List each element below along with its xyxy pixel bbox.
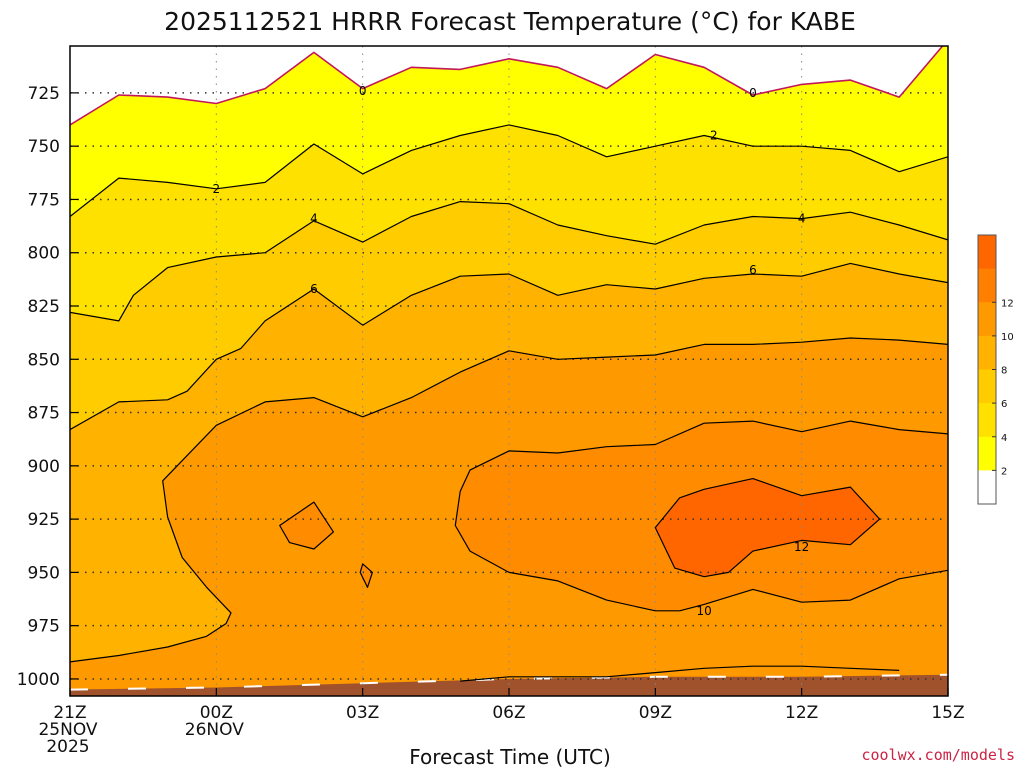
x-tick-label: 2025	[46, 737, 89, 757]
contour-label: 2	[710, 129, 718, 143]
x-tick-label: 09Z	[639, 703, 672, 723]
ground-fill	[70, 674, 948, 696]
credit-text: coolwx.com/models	[861, 746, 1015, 764]
contour-label: 2	[213, 182, 221, 196]
colorbar-swatch	[978, 369, 996, 404]
colorbar-swatch	[978, 302, 996, 337]
y-tick-label: 775	[28, 190, 60, 210]
fill-closed-12-6	[655, 478, 880, 577]
colorbar-tick-label: 6	[1001, 399, 1007, 410]
x-tick-label: 15Z	[931, 703, 964, 723]
colorbar-tick-label: 12	[1001, 298, 1014, 309]
x-tick-label: 26NOV	[185, 720, 244, 740]
y-tick-label: 925	[28, 510, 60, 530]
colorbar-swatch	[978, 335, 996, 370]
colorbar-swatch	[978, 268, 996, 303]
colorbar-tick-label: 8	[1001, 366, 1007, 377]
y-tick-label: 800	[28, 244, 60, 264]
contour-labels: 0 0 2 2 4 4 6 6 10 12	[213, 84, 810, 618]
contour-label: 0	[359, 84, 367, 98]
isotherm-10	[359, 563, 373, 588]
contour-label: 4	[310, 212, 318, 226]
y-tick-label: 900	[28, 457, 60, 477]
y-tick-label: 1000	[17, 670, 60, 690]
isotherm-4	[70, 201, 948, 322]
colorbar-swatch	[978, 470, 996, 505]
isotherm-10	[454, 420, 948, 612]
isotherm-8	[70, 337, 948, 663]
plot-area	[70, 46, 948, 696]
colorbar-swatch	[978, 403, 996, 438]
fill-closed-10-7	[279, 502, 334, 549]
x-tick-label: 06Z	[492, 703, 525, 723]
x-axis-label: Forecast Time (UTC)	[409, 745, 611, 768]
isotherm-2	[70, 124, 948, 217]
y-tick-label: 850	[28, 350, 60, 370]
y-tick-label: 875	[28, 404, 60, 424]
x-tick-label: 00Z	[200, 703, 233, 723]
chart-title: 2025112521 HRRR Forecast Temperature (°C…	[164, 7, 856, 36]
y-tick-label: 950	[28, 563, 60, 583]
isotherm-6	[70, 262, 948, 431]
isotherm-10	[279, 501, 334, 550]
y-axis: 725 750 775 800 825 850 875 900 925 950 975 1000	[17, 84, 78, 690]
isotherm-12	[654, 478, 881, 578]
colorbar-tick-label: 2	[1001, 466, 1007, 477]
contour-label: 10	[696, 604, 711, 618]
y-tick-label: 975	[28, 617, 60, 637]
y-tick-label: 725	[28, 84, 60, 104]
y-tick-label: 750	[28, 137, 60, 157]
contour-label: 6	[310, 282, 318, 296]
x-tick-label: 21Z	[53, 703, 86, 723]
isotherms	[70, 46, 948, 682]
x-tick-label: 03Z	[346, 703, 379, 723]
colorbar-legend: 2 4 6 8 10 12	[977, 234, 1014, 505]
colorbar-tick-label: 10	[1001, 332, 1014, 343]
contour-label: 4	[798, 212, 806, 226]
contour-label: 6	[749, 263, 757, 277]
isotherm-10	[460, 665, 900, 682]
x-tick-label: 12Z	[785, 703, 818, 723]
colorbar-swatch	[978, 436, 996, 471]
colorbar-tick-label: 4	[1001, 433, 1007, 444]
colorbar-swatch	[978, 235, 996, 270]
y-tick-label: 825	[28, 297, 60, 317]
contour-label: 12	[794, 540, 809, 554]
x-tick-label: 25NOV	[38, 720, 97, 740]
isotherm-0	[70, 46, 944, 126]
contour-label: 0	[749, 86, 757, 100]
